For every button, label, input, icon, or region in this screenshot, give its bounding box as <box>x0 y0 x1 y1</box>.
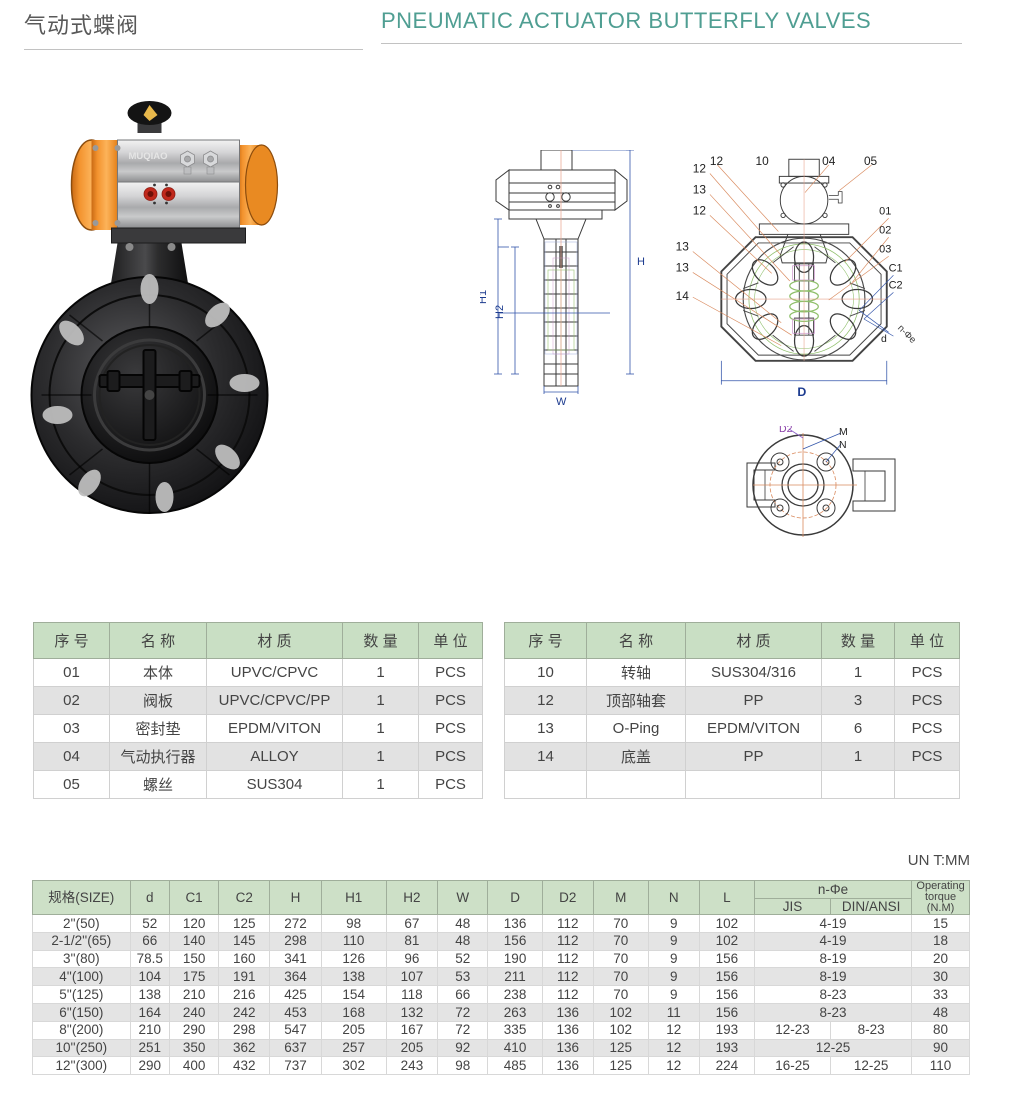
svg-text:M: M <box>839 426 848 438</box>
svg-text:05: 05 <box>864 154 878 168</box>
svg-text:13: 13 <box>676 260 690 274</box>
svg-text:13: 13 <box>676 240 690 254</box>
svg-text:H1: H1 <box>480 290 489 304</box>
svg-text:W: W <box>556 396 567 408</box>
svg-text:03: 03 <box>879 243 891 255</box>
svg-text:d: d <box>881 334 887 345</box>
svg-text:D2: D2 <box>779 426 793 435</box>
svg-text:C2: C2 <box>889 280 903 292</box>
svg-text:10: 10 <box>756 154 770 168</box>
svg-text:14: 14 <box>676 289 690 303</box>
svg-text:04: 04 <box>822 154 836 168</box>
svg-text:N: N <box>839 439 847 451</box>
svg-text:02: 02 <box>879 224 891 236</box>
svg-text:D: D <box>797 385 806 399</box>
svg-text:n-Φe: n-Φe <box>895 323 918 346</box>
svg-text:01: 01 <box>879 205 891 217</box>
svg-text:12: 12 <box>693 203 706 217</box>
svg-text:C1: C1 <box>889 262 903 274</box>
svg-text:H2: H2 <box>494 305 506 319</box>
svg-text:12: 12 <box>693 162 706 176</box>
svg-text:H: H <box>637 256 645 268</box>
svg-text:MUQIAO: MUQIAO <box>129 151 168 162</box>
svg-text:13: 13 <box>693 182 707 196</box>
svg-text:12: 12 <box>710 154 723 168</box>
